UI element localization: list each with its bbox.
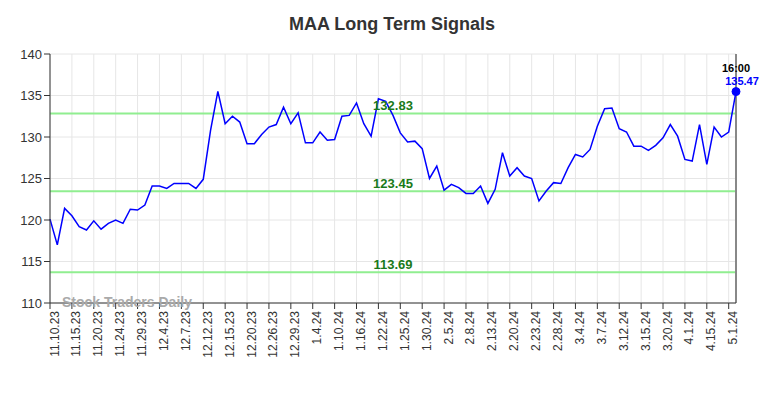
svg-text:11.24.23: 11.24.23 (113, 311, 127, 357)
svg-text:4.15.24: 4.15.24 (704, 311, 718, 351)
svg-text:3.20.24: 3.20.24 (661, 311, 675, 351)
svg-text:12.20.23: 12.20.23 (245, 311, 259, 358)
svg-text:2.20.24: 2.20.24 (507, 311, 521, 351)
svg-text:2.23.24: 2.23.24 (529, 311, 543, 351)
svg-text:2.28.24: 2.28.24 (551, 311, 565, 351)
svg-text:12.4.23: 12.4.23 (157, 311, 171, 351)
svg-text:1.25.24: 1.25.24 (398, 311, 412, 351)
svg-text:140: 140 (20, 47, 42, 62)
svg-text:11.10.23: 11.10.23 (48, 311, 62, 357)
svg-text:125: 125 (20, 171, 42, 186)
html-text:Stock Traders Daily: Stock Traders Daily (62, 294, 192, 310)
svg-text:16:00: 16:00 (722, 62, 750, 74)
svg-text:120: 120 (20, 213, 42, 228)
svg-text:3.12.24: 3.12.24 (617, 311, 631, 351)
svg-text:1.4.24: 1.4.24 (310, 311, 324, 345)
svg-text:12.26.23: 12.26.23 (266, 311, 280, 358)
svg-text:113.69: 113.69 (373, 257, 412, 272)
svg-text:2.13.24: 2.13.24 (485, 311, 499, 351)
svg-text:1.30.24: 1.30.24 (420, 311, 434, 351)
svg-text:4.1.24: 4.1.24 (682, 311, 696, 345)
svg-text:12.29.23: 12.29.23 (288, 311, 302, 358)
svg-text:2.5.24: 2.5.24 (442, 311, 456, 345)
svg-text:11.15.23: 11.15.23 (69, 311, 83, 357)
svg-text:3.7.24: 3.7.24 (595, 311, 609, 345)
svg-text:135: 135 (20, 88, 42, 103)
svg-text:135.47: 135.47 (725, 75, 759, 87)
svg-text:1.16.24: 1.16.24 (354, 311, 368, 351)
svg-text:1.10.24: 1.10.24 (332, 311, 346, 351)
svg-text:132.83: 132.83 (373, 98, 413, 113)
svg-text:3.15.24: 3.15.24 (639, 311, 653, 351)
svg-text:3.4.24: 3.4.24 (573, 311, 587, 345)
svg-text:11.20.23: 11.20.23 (91, 311, 105, 357)
svg-text:5.1.24: 5.1.24 (726, 311, 740, 345)
html-text:MAA Long Term Signals: MAA Long Term Signals (289, 14, 495, 34)
svg-text:12.12.23: 12.12.23 (201, 311, 215, 358)
svg-text:123.45: 123.45 (373, 176, 413, 191)
svg-text:12.7.23: 12.7.23 (179, 311, 193, 351)
svg-text:110: 110 (21, 296, 42, 311)
svg-text:1.22.24: 1.22.24 (376, 311, 390, 351)
svg-text:2.8.24: 2.8.24 (463, 311, 477, 345)
svg-text:130: 130 (20, 130, 42, 145)
svg-text:11.29.23: 11.29.23 (135, 311, 149, 357)
svg-text:12.15.23: 12.15.23 (223, 311, 237, 358)
svg-text:115: 115 (21, 254, 42, 269)
